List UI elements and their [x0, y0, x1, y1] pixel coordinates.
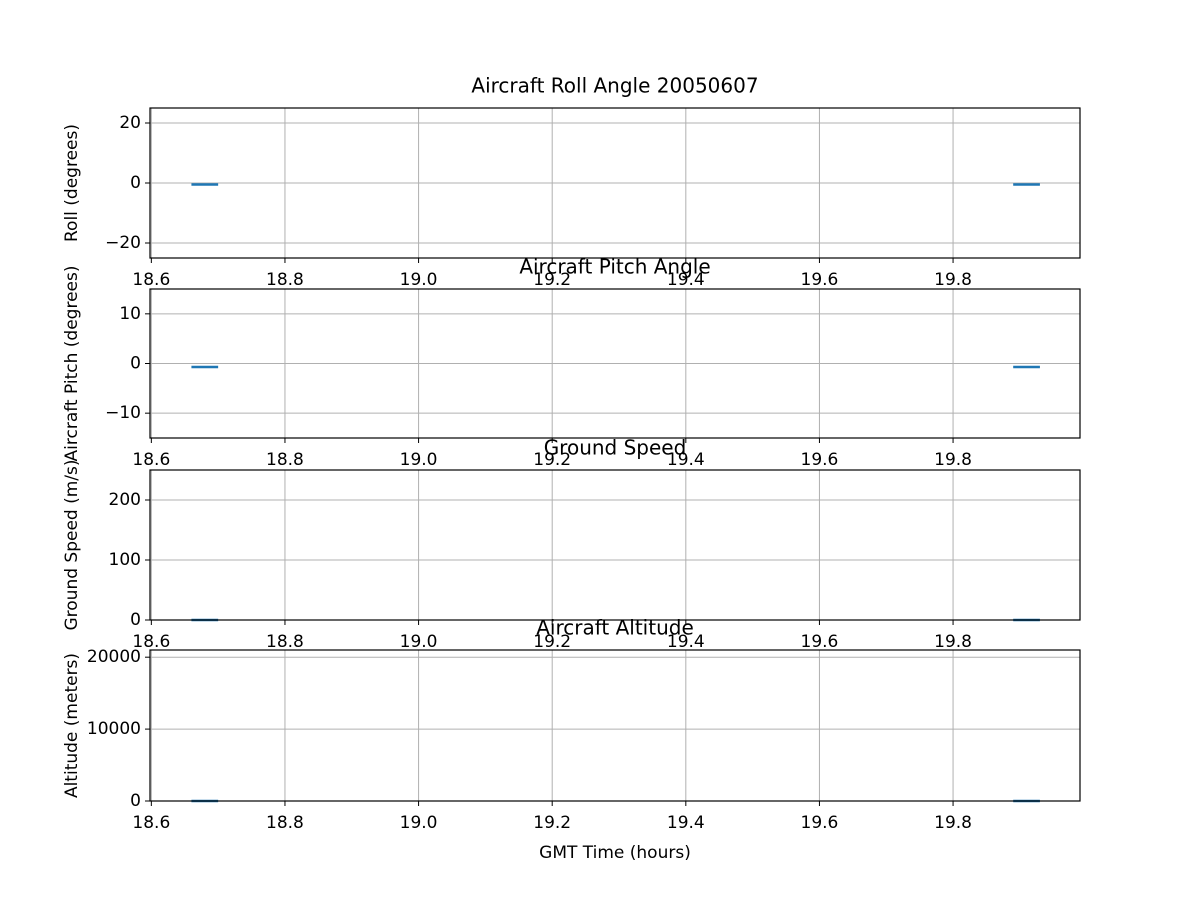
x-tick-label: 19.8: [934, 632, 972, 652]
y-axis-label: Roll (degrees): [62, 124, 82, 242]
x-tick-label: 19.0: [400, 632, 438, 652]
x-tick-label: 19.4: [667, 813, 705, 833]
x-tick-label: 19.6: [801, 632, 839, 652]
x-tick-label: 19.2: [533, 813, 571, 833]
y-axis-label: Altitude (meters): [62, 653, 82, 798]
axes-frame: [149, 288, 1081, 439]
x-tick-label: 19.2: [533, 632, 571, 652]
x-tick-label: 19.2: [533, 450, 571, 470]
x-tick-label: 19.8: [934, 813, 972, 833]
x-tick-label: 18.8: [266, 632, 304, 652]
x-tick-label: 19.4: [667, 270, 705, 290]
subplot-title: Aircraft Roll Angle 20050607: [471, 74, 758, 98]
x-tick-label: 19.6: [801, 270, 839, 290]
axes-frame: [149, 469, 1081, 621]
subplot-title: Aircraft Pitch Angle: [519, 255, 710, 279]
x-tick-label: 19.8: [934, 270, 972, 290]
x-tick-label: 18.6: [132, 813, 170, 833]
x-tick-label: 19.0: [400, 450, 438, 470]
x-tick-label: 19.6: [801, 813, 839, 833]
x-tick-label: 18.8: [266, 450, 304, 470]
y-tick-label: −20: [105, 233, 141, 253]
y-axis-label: Ground Speed (m/s): [62, 459, 82, 630]
axes-frame: [149, 107, 1081, 259]
subplot: 18.6 18.8 19.0 19.2 19.4 19.6 19.801000020000A…: [62, 616, 1081, 863]
y-tick-label: −10: [105, 403, 141, 423]
y-tick-label: 20000: [87, 647, 141, 667]
x-tick-label: 19.0: [400, 813, 438, 833]
y-tick-label: 20: [119, 113, 141, 133]
subplot: 18.6 18.8 19.0 19.2 19.4 19.6 19.8 −20 0 20 Aircra…: [62, 74, 1081, 290]
subplot: 18.6 18.8 19.0 19.2 19.4 19.6 19.8 0 100 200 Groun…: [62, 436, 1081, 652]
subplot: 18.6 18.8 19.0 19.2 19.4 19.6 19.8 −10 0 10 Aircra…: [62, 255, 1081, 470]
subplot-title: Aircraft Altitude: [536, 616, 694, 640]
x-tick-label: 18.6: [132, 270, 170, 290]
y-tick-label: 10: [119, 304, 141, 324]
subplot-title: Ground Speed: [544, 436, 687, 460]
axes-frame: [149, 649, 1081, 802]
x-tick-label: 18.8: [266, 813, 304, 833]
x-tick-label: 18.6: [132, 450, 170, 470]
x-tick-label: 18.6: [132, 632, 170, 652]
y-axis-label: Aircraft Pitch (degrees): [62, 266, 82, 462]
x-tick-label: 19.4: [667, 632, 705, 652]
y-tick-label: 0: [130, 173, 141, 193]
x-tick-label: 19.8: [934, 450, 972, 470]
x-tick-label: 19.6: [801, 450, 839, 470]
x-tick-label: 19.0: [400, 270, 438, 290]
y-tick-label: 100: [109, 550, 141, 570]
y-tick-label: 0: [130, 354, 141, 374]
y-tick-label: 0: [130, 791, 141, 811]
y-tick-label: 10000: [87, 719, 141, 739]
x-tick-label: 19.4: [667, 450, 705, 470]
x-axis-label: GMT Time (hours): [539, 843, 691, 863]
x-tick-label: 19.2: [533, 270, 571, 290]
x-tick-label: 18.8: [266, 270, 304, 290]
y-tick-label: 200: [109, 490, 141, 510]
y-tick-label: 0: [130, 610, 141, 630]
